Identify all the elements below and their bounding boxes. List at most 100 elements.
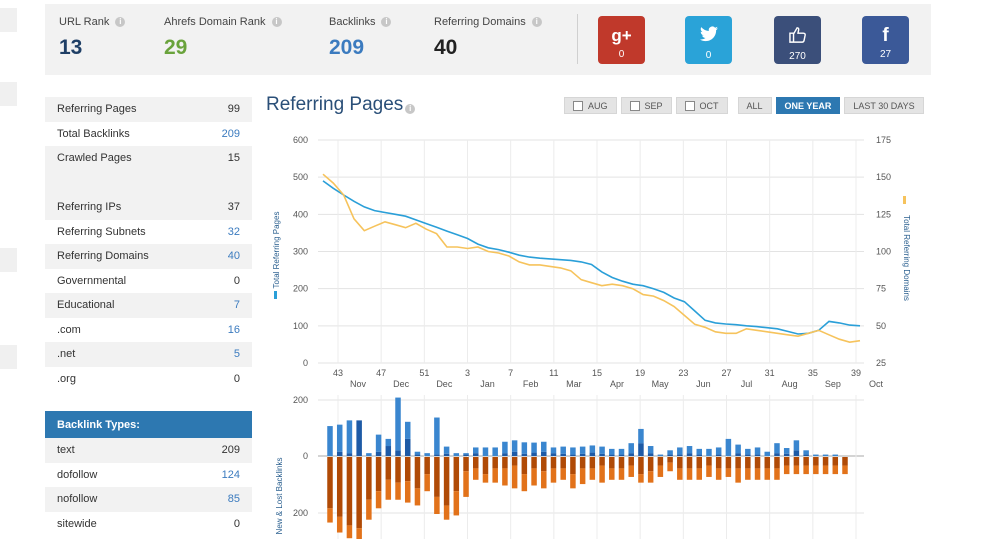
bar-lost-backlinks <box>521 457 528 475</box>
bar-lost-backlinks <box>502 468 508 486</box>
bar-new-backlinks <box>579 446 586 454</box>
bar-lost-backlinks <box>434 457 440 497</box>
summary-value: 15 <box>227 152 240 165</box>
backlink-type-row: sitewide 0 <box>45 511 252 536</box>
filter-one-year[interactable]: ONE YEAR <box>775 97 841 114</box>
bar-lost-backlinks <box>657 465 664 477</box>
filter-label: SEP <box>644 100 663 111</box>
y-tick-label: 0 <box>303 358 308 368</box>
bar-new-backlinks <box>375 451 382 456</box>
backlink-types-table: Backlink Types: text 209 dofollow 124 nofoll… <box>45 411 252 536</box>
bar-new-backlinks <box>356 420 362 456</box>
bar-lost-backlinks <box>395 482 401 500</box>
info-icon[interactable]: i <box>531 17 542 27</box>
bar-lost-backlinks <box>686 468 693 480</box>
bar-new-backlinks <box>793 450 800 456</box>
filter-all[interactable]: ALL <box>737 97 772 114</box>
stat-label: Backlinks <box>329 16 376 28</box>
y2-tick-label: 100 <box>876 247 891 257</box>
google-plus-icon: g+ <box>611 26 632 45</box>
summary-row: .com 16 <box>45 317 252 342</box>
bar-lost-backlinks <box>346 525 353 539</box>
bar-new-backlinks <box>579 453 586 456</box>
backlink-type-value[interactable]: 85 <box>227 493 240 506</box>
x-tick-label: 15 <box>592 368 602 378</box>
bar-new-backlinks <box>783 453 790 456</box>
x-tick-label: 19 <box>635 368 645 378</box>
summary-label: .net <box>57 348 76 361</box>
summary-label: .org <box>57 372 76 385</box>
summary-value[interactable]: 209 <box>221 127 240 140</box>
bar-new-backlinks <box>706 448 712 456</box>
bar-new-backlinks <box>434 417 440 455</box>
filter-last-30-days[interactable]: LAST 30 DAYS <box>844 97 924 114</box>
bar-lost-backlinks <box>336 457 343 517</box>
summary-value[interactable]: 32 <box>227 225 240 238</box>
bar-new-backlinks <box>404 421 411 439</box>
info-icon[interactable]: i <box>381 17 392 27</box>
bar-new-backlinks <box>599 453 605 456</box>
bar-new-backlinks <box>589 452 596 456</box>
checkbox-icon[interactable] <box>573 100 583 111</box>
y2-axis-title: Total Referring Domains <box>902 215 911 301</box>
bar-lost-backlinks <box>482 457 489 475</box>
checkbox-icon[interactable] <box>684 100 695 111</box>
bar-new-backlinks <box>375 434 382 452</box>
y-tick-label: 200 <box>293 284 308 294</box>
info-icon[interactable]: i <box>405 104 416 114</box>
bar-new-backlinks <box>570 454 576 456</box>
legend-swatch <box>903 196 906 204</box>
info-icon[interactable]: i <box>115 17 126 27</box>
bar-new-backlinks <box>336 424 343 452</box>
bar-lost-backlinks <box>754 457 761 469</box>
google-plus-button[interactable]: g+ 0 <box>598 16 645 64</box>
bar-lost-backlinks <box>414 488 421 506</box>
bar-lost-backlinks <box>715 468 722 480</box>
sidebar-marker <box>0 248 17 272</box>
bar-new-backlinks <box>628 443 634 454</box>
bar-lost-backlinks <box>570 457 576 475</box>
like-button[interactable]: 270 <box>774 16 821 64</box>
filter-label: LAST 30 DAYS <box>853 100 915 111</box>
bar-new-backlinks <box>764 451 771 456</box>
bar-lost-backlinks <box>550 457 557 469</box>
thumbs-up-icon <box>774 26 821 48</box>
bar-lost-backlinks <box>793 457 800 466</box>
bar-lost-backlinks <box>638 457 644 475</box>
bar-lost-backlinks <box>715 457 722 469</box>
bar-new-backlinks <box>745 454 751 456</box>
summary-value[interactable]: 5 <box>233 348 240 361</box>
bar-lost-backlinks <box>327 508 333 523</box>
bar-lost-backlinks <box>609 457 615 469</box>
bar-lost-backlinks <box>677 457 683 469</box>
bar-new-backlinks <box>395 450 401 456</box>
bar-lost-backlinks <box>404 457 411 482</box>
stat-label: URL Rank <box>59 16 110 28</box>
bar-new-backlinks <box>550 453 557 456</box>
x-month-label: Jan <box>480 379 495 389</box>
bar-new-backlinks <box>677 454 683 456</box>
filter-oct[interactable]: OCT <box>675 97 728 114</box>
filter-sep[interactable]: SEP <box>620 97 672 114</box>
bar-lost-backlinks <box>647 471 654 483</box>
bar-lost-backlinks <box>443 505 450 520</box>
bar-lost-backlinks <box>395 457 401 483</box>
bar-new-backlinks <box>628 453 634 456</box>
bar-new-backlinks <box>346 420 353 454</box>
summary-value[interactable]: 40 <box>227 250 240 263</box>
summary-value[interactable]: 7 <box>233 299 240 312</box>
bar-new-backlinks <box>327 426 333 456</box>
bar-new-backlinks <box>589 445 596 453</box>
info-icon[interactable]: i <box>271 17 282 27</box>
summary-value[interactable]: 16 <box>227 323 240 336</box>
facebook-button[interactable]: f 27 <box>862 16 909 64</box>
backlink-type-value[interactable]: 124 <box>221 468 240 481</box>
twitter-button[interactable]: 0 <box>685 16 732 64</box>
bar-lost-backlinks <box>783 457 790 466</box>
stat-url-rank: URL Rank i 13 <box>59 16 126 60</box>
checkbox-icon[interactable] <box>629 100 640 111</box>
filter-aug[interactable]: AUG <box>564 97 617 114</box>
bar-lost-backlinks <box>375 457 382 492</box>
backlink-types-header: Backlink Types: <box>45 411 252 438</box>
x-tick-label: 35 <box>808 368 818 378</box>
